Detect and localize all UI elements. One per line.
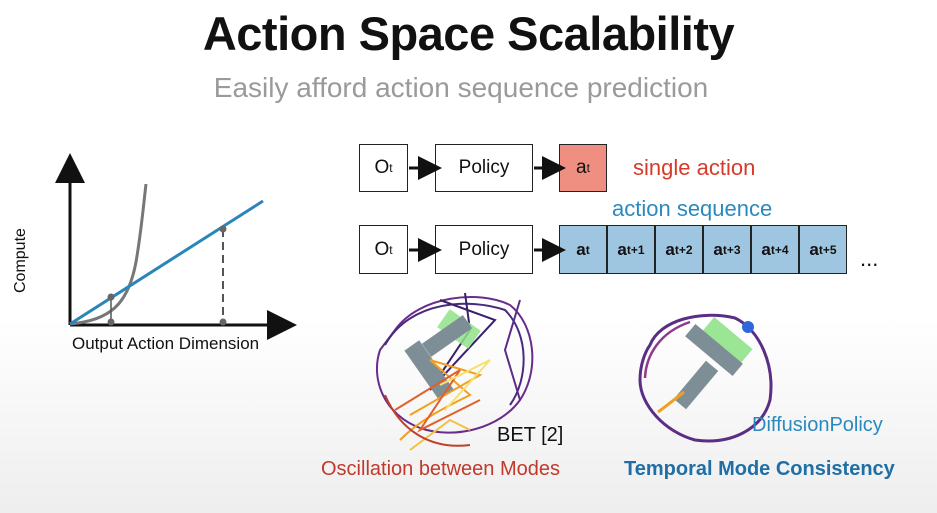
sequence-ellipsis: ... <box>860 246 879 271</box>
gray-t-block <box>404 340 454 400</box>
exponential-curve <box>69 183 148 326</box>
chart-x-label: Output Action Dimension <box>72 334 260 353</box>
policy-box: Policy <box>435 144 533 192</box>
chart-y-label: Compute <box>12 228 29 293</box>
green-t-block <box>437 309 481 349</box>
sequence-action-box: a t+5 <box>799 225 847 274</box>
point-marker <box>107 293 115 301</box>
action-sequence-label: action sequence <box>612 196 773 221</box>
point-marker <box>219 318 227 326</box>
sequence-action-box: a t+4 <box>751 225 799 274</box>
sequence-action-box: a t+2 <box>655 225 703 274</box>
point-marker <box>219 225 227 233</box>
green-t-block <box>697 316 753 370</box>
diffusion-caption: Temporal Mode Consistency <box>624 458 895 480</box>
point-marker <box>107 318 115 326</box>
linear-line <box>69 199 264 326</box>
bet-caption: Oscillation between Modes <box>321 458 561 480</box>
diffusion-policy-label: DiffusionPolicy <box>752 414 883 436</box>
gray-t-block <box>685 323 743 377</box>
single-action-label: single action <box>633 155 756 180</box>
sequence-action-box: a t+1 <box>607 225 655 274</box>
bet-label: BET [2] <box>497 424 564 446</box>
page-subtitle: Easily afford action sequence prediction <box>213 72 709 103</box>
agent-dot-icon <box>742 321 754 333</box>
page-title: Action Space Scalability <box>202 7 735 60</box>
policy-box: Policy <box>435 225 533 274</box>
sequence-action-box: a t+3 <box>703 225 751 274</box>
